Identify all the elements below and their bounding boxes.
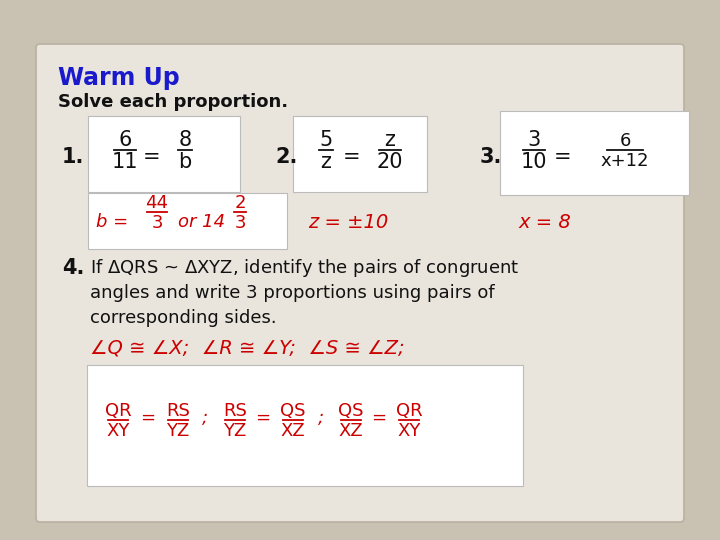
- Text: corresponding sides.: corresponding sides.: [90, 309, 276, 327]
- Text: QS: QS: [280, 402, 306, 420]
- FancyBboxPatch shape: [293, 116, 427, 192]
- Text: RS: RS: [166, 402, 190, 420]
- Text: =: =: [140, 409, 156, 427]
- Text: or 14: or 14: [178, 213, 225, 231]
- Text: 11: 11: [112, 152, 138, 172]
- Text: 10: 10: [521, 152, 547, 172]
- Text: z: z: [384, 130, 395, 150]
- Text: ∠Q ≅ ∠X;  ∠R ≅ ∠Y;  ∠S ≅ ∠Z;: ∠Q ≅ ∠X; ∠R ≅ ∠Y; ∠S ≅ ∠Z;: [90, 339, 405, 357]
- Text: ;: ;: [202, 409, 208, 427]
- Text: z = ±10: z = ±10: [308, 213, 388, 232]
- Text: 6: 6: [619, 132, 631, 150]
- Text: If $\Delta$QRS ~ $\Delta$XYZ, identify the pairs of congruent: If $\Delta$QRS ~ $\Delta$XYZ, identify t…: [90, 257, 519, 279]
- Text: XY: XY: [107, 422, 130, 440]
- Text: =: =: [372, 409, 387, 427]
- Text: XY: XY: [397, 422, 420, 440]
- Text: ;: ;: [318, 409, 324, 427]
- Text: x = 8: x = 8: [518, 213, 571, 232]
- Text: =: =: [554, 147, 572, 167]
- Text: YZ: YZ: [166, 422, 189, 440]
- Text: 6: 6: [118, 130, 132, 150]
- Text: 20: 20: [377, 152, 403, 172]
- Text: 3.: 3.: [480, 147, 503, 167]
- Text: angles and write 3 proportions using pairs of: angles and write 3 proportions using pai…: [90, 284, 495, 302]
- Text: 4.: 4.: [62, 258, 84, 278]
- Text: 3: 3: [151, 214, 163, 232]
- Text: b =: b =: [96, 213, 128, 231]
- Text: =: =: [143, 147, 161, 167]
- FancyBboxPatch shape: [88, 193, 287, 249]
- Text: Warm Up: Warm Up: [58, 66, 180, 90]
- Text: RS: RS: [223, 402, 247, 420]
- Text: 8: 8: [179, 130, 192, 150]
- Text: XZ: XZ: [338, 422, 364, 440]
- FancyBboxPatch shape: [36, 44, 684, 522]
- Text: 2: 2: [234, 194, 246, 212]
- Text: x+12: x+12: [600, 152, 649, 170]
- Text: 1.: 1.: [62, 147, 84, 167]
- Text: b: b: [179, 152, 192, 172]
- FancyBboxPatch shape: [500, 111, 689, 195]
- Text: QS: QS: [338, 402, 364, 420]
- Text: YZ: YZ: [223, 422, 247, 440]
- Text: 3: 3: [527, 130, 541, 150]
- Text: 3: 3: [234, 214, 246, 232]
- Text: z: z: [320, 152, 331, 172]
- Text: 5: 5: [320, 130, 333, 150]
- Text: XZ: XZ: [281, 422, 305, 440]
- Text: =: =: [343, 147, 361, 167]
- Text: =: =: [256, 409, 271, 427]
- Text: 44: 44: [145, 194, 168, 212]
- FancyBboxPatch shape: [88, 116, 240, 192]
- FancyBboxPatch shape: [87, 365, 523, 486]
- Text: 2.: 2.: [275, 147, 297, 167]
- Text: QR: QR: [104, 402, 131, 420]
- Text: Solve each proportion.: Solve each proportion.: [58, 93, 288, 111]
- Text: QR: QR: [396, 402, 423, 420]
